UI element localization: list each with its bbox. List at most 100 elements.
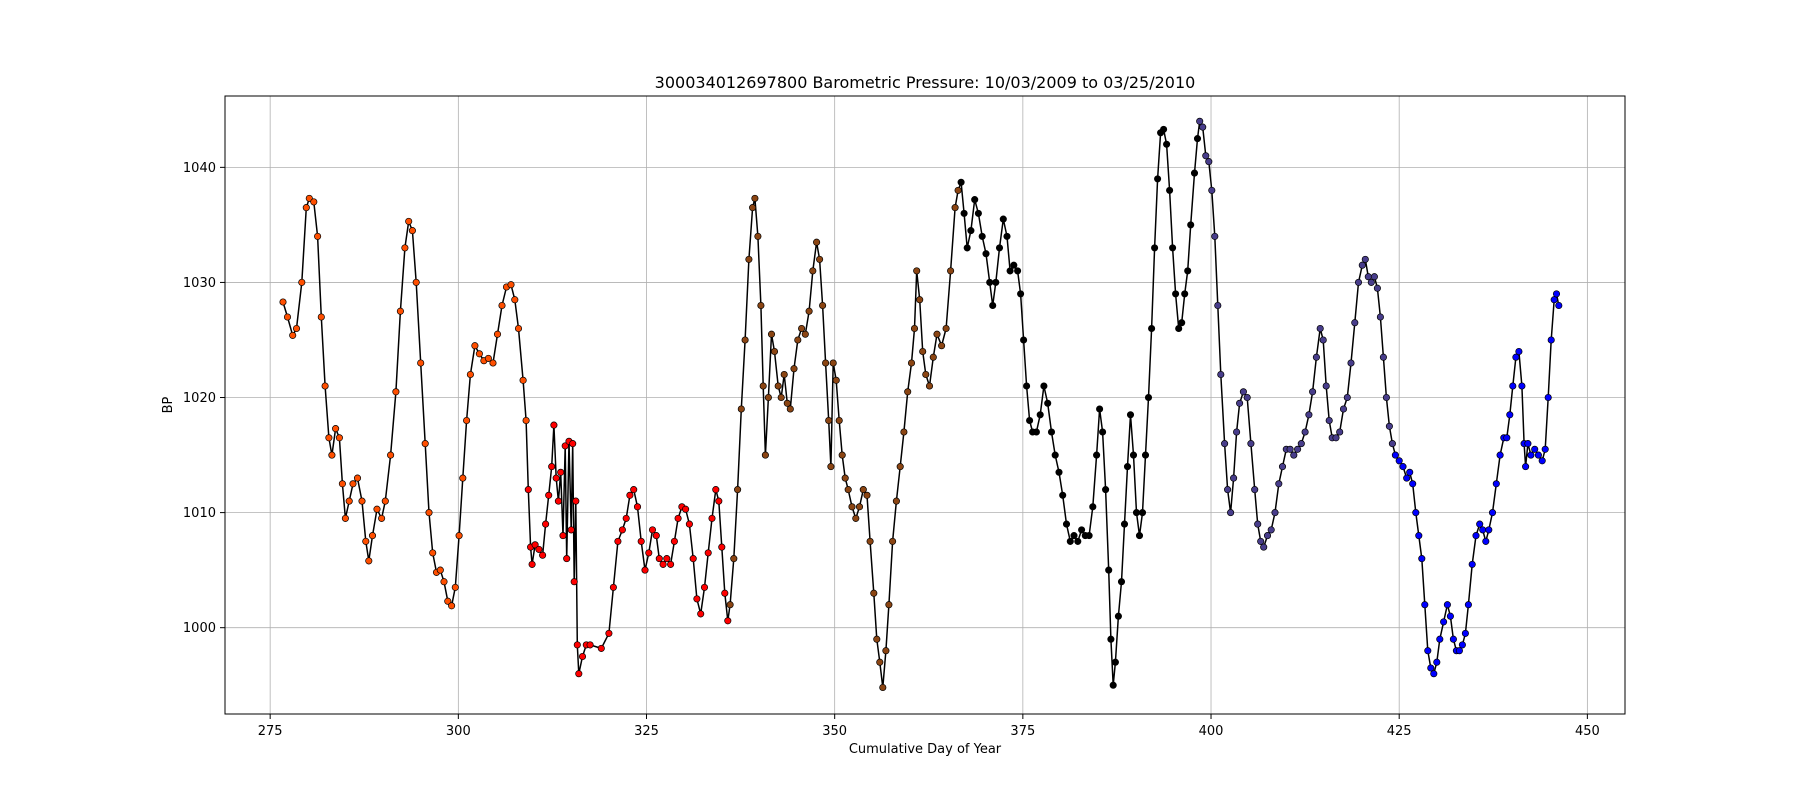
data-point <box>365 557 373 565</box>
data-point <box>1406 468 1414 476</box>
data-point <box>697 610 705 618</box>
data-point <box>704 549 712 557</box>
data-point <box>967 227 975 235</box>
data-point <box>373 505 381 513</box>
data-point <box>1126 411 1135 419</box>
data-point <box>358 497 366 505</box>
data-point <box>392 388 400 396</box>
data-point <box>1243 393 1251 402</box>
data-point <box>314 232 322 240</box>
data-point <box>412 278 420 286</box>
data-point <box>310 198 318 206</box>
data-point <box>475 350 483 358</box>
data-point <box>873 635 881 643</box>
x-tick-label: 325 <box>634 724 659 739</box>
x-tick-label: 400 <box>1199 724 1224 739</box>
data-point <box>852 514 860 522</box>
data-point <box>963 244 971 252</box>
data-point <box>1044 399 1052 407</box>
data-point <box>767 330 776 338</box>
data-point <box>1492 480 1500 488</box>
y-tick-label: 1030 <box>183 276 216 291</box>
data-point <box>1114 612 1122 620</box>
data-point <box>904 388 912 396</box>
data-point <box>838 451 846 459</box>
data-point <box>1370 273 1378 281</box>
data-point <box>335 434 343 442</box>
data-point <box>298 278 306 286</box>
data-point <box>734 486 742 494</box>
data-point <box>1254 520 1262 528</box>
data-point <box>1503 434 1511 442</box>
data-point <box>801 330 809 338</box>
data-point <box>816 255 824 263</box>
data-point <box>1399 463 1407 471</box>
data-point <box>1211 232 1219 240</box>
data-point <box>648 526 657 534</box>
data-point <box>1541 445 1549 453</box>
data-point <box>1336 428 1344 436</box>
data-point <box>498 301 506 310</box>
data-point <box>1472 532 1480 540</box>
data-point <box>708 514 716 522</box>
grid <box>225 96 1625 714</box>
data-point <box>645 549 653 557</box>
data-point <box>827 463 835 471</box>
data-point <box>1109 681 1117 689</box>
data-point <box>1202 152 1210 160</box>
data-point <box>1230 474 1238 482</box>
data-point <box>1446 612 1454 620</box>
data-point <box>1555 301 1563 310</box>
data-point <box>1436 635 1444 643</box>
plot-area <box>279 117 1563 692</box>
data-point <box>777 393 785 402</box>
data-point <box>557 468 565 476</box>
x-tick-label: 275 <box>258 724 283 739</box>
data-point <box>567 526 575 534</box>
data-point <box>328 451 336 459</box>
series-markers <box>726 186 962 692</box>
data-point <box>1367 278 1375 286</box>
data-point <box>754 232 762 240</box>
data-point <box>1339 405 1348 413</box>
data-point <box>730 555 738 563</box>
x-tick-label: 375 <box>1010 724 1035 739</box>
chart-title: 300034012697800 Barometric Pressure: 10/… <box>655 73 1196 92</box>
data-point <box>1066 537 1074 545</box>
data-point <box>302 204 310 212</box>
data-point <box>682 505 690 513</box>
data-point <box>805 307 813 315</box>
data-point <box>974 209 982 217</box>
data-point <box>1181 290 1189 298</box>
data-point <box>1221 440 1229 448</box>
data-point <box>575 670 583 678</box>
data-point <box>794 336 802 344</box>
data-point <box>866 537 874 545</box>
data-point <box>832 376 840 384</box>
data-point <box>519 376 527 384</box>
y-tick-label: 1020 <box>183 391 216 406</box>
data-point <box>1418 555 1426 563</box>
data-point <box>916 296 924 304</box>
data-point <box>408 227 416 235</box>
data-point <box>1260 543 1268 551</box>
data-point <box>1433 658 1441 666</box>
data-point <box>421 440 429 448</box>
data-point <box>910 324 919 333</box>
data-point <box>1305 411 1313 419</box>
data-point <box>1443 601 1451 609</box>
data-point <box>1175 324 1183 333</box>
data-point <box>1347 359 1355 367</box>
data-point <box>451 583 459 591</box>
data-point <box>528 560 536 568</box>
data-point <box>1129 451 1138 459</box>
x-axis-label: Cumulative Day of Year <box>849 742 1002 757</box>
data-point <box>573 641 581 649</box>
data-point <box>353 474 362 482</box>
data-point <box>381 497 389 505</box>
data-point <box>885 601 893 609</box>
data-point <box>700 583 709 591</box>
data-point <box>341 514 349 522</box>
data-point <box>929 353 937 361</box>
data-point <box>1358 261 1366 269</box>
